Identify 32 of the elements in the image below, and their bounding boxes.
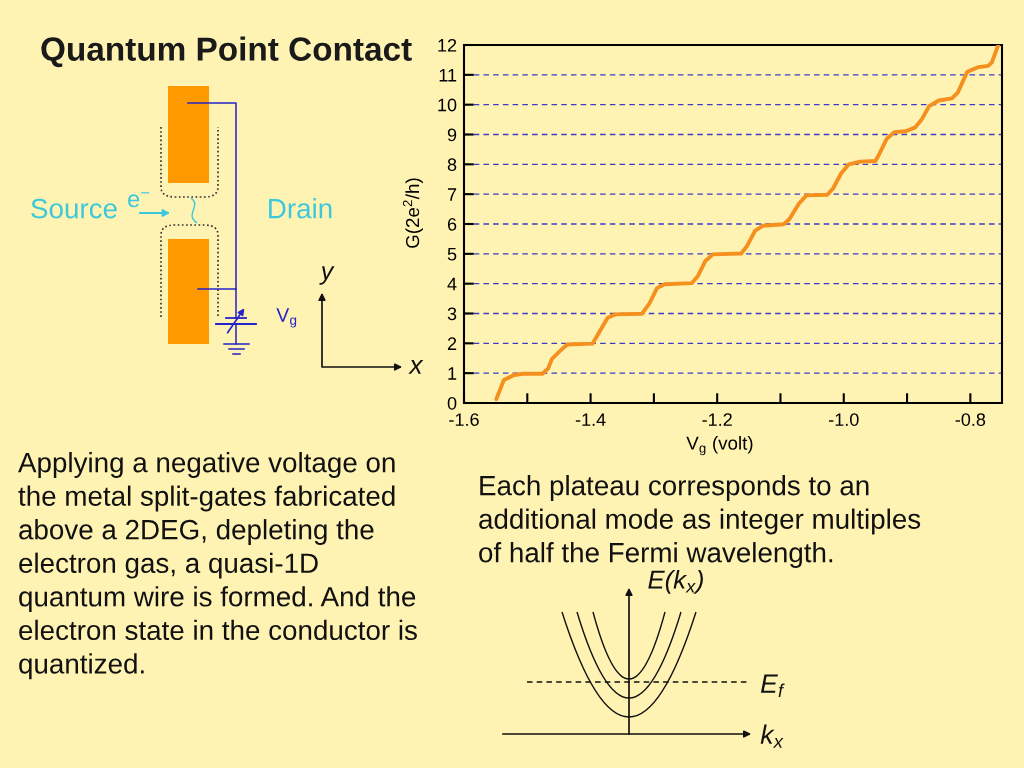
text: Applying a negative voltage on the metal split-gates fabricated above a 2DEG, depleting the electron gas, a quasi-1D quantum wire is formed. And the electron state in the conductor is quantized. [18, 452, 417, 680]
y-tick-label: 8 [447, 158, 457, 172]
y-tick-label: 3 [447, 307, 457, 321]
x-tick-label: -1.2 [702, 413, 732, 426]
text: V$_{g}$ [276, 308, 297, 328]
text: y [319, 266, 335, 285]
y-tick-label: 11 [439, 68, 457, 82]
y-tick-label: 7 [447, 188, 457, 201]
text: Source [31, 198, 117, 219]
y-tick-label: 10 [438, 98, 457, 112]
text: e$^{−}$ [128, 192, 150, 208]
x-tick-label: -0.8 [955, 413, 986, 426]
y-tick-label: 0 [447, 396, 457, 410]
text: E(k$_{x}$) [648, 569, 703, 594]
text: Each plateau corresponds to an additional mode as integer multiples of half the Fermi wavelength. [479, 475, 921, 568]
y-tick-label: 1 [448, 367, 457, 380]
text: k$_{x}$ [760, 724, 784, 748]
x-tick-label: -1.6 [449, 413, 479, 426]
x-tick-label: -1.4 [575, 413, 606, 426]
y-tick-label: 6 [447, 217, 457, 231]
y-axis-title: G(2e$^{2}$/h) [402, 178, 423, 248]
x-tick-label: -1.0 [829, 413, 859, 426]
x-axis-title: V$_{g}$ (volt) [686, 436, 753, 456]
y-tick-label: 2 [447, 337, 457, 350]
text: x [408, 359, 424, 374]
text: Drain [269, 198, 332, 219]
y-tick-label: 5 [447, 247, 457, 261]
y-tick-label: 9 [447, 128, 457, 142]
text: E$_{f}$ [760, 674, 785, 697]
chart-title: Quantum Point Contact [41, 36, 412, 68]
y-tick-label: 12 [438, 38, 457, 52]
y-tick-label: 4 [447, 277, 457, 291]
